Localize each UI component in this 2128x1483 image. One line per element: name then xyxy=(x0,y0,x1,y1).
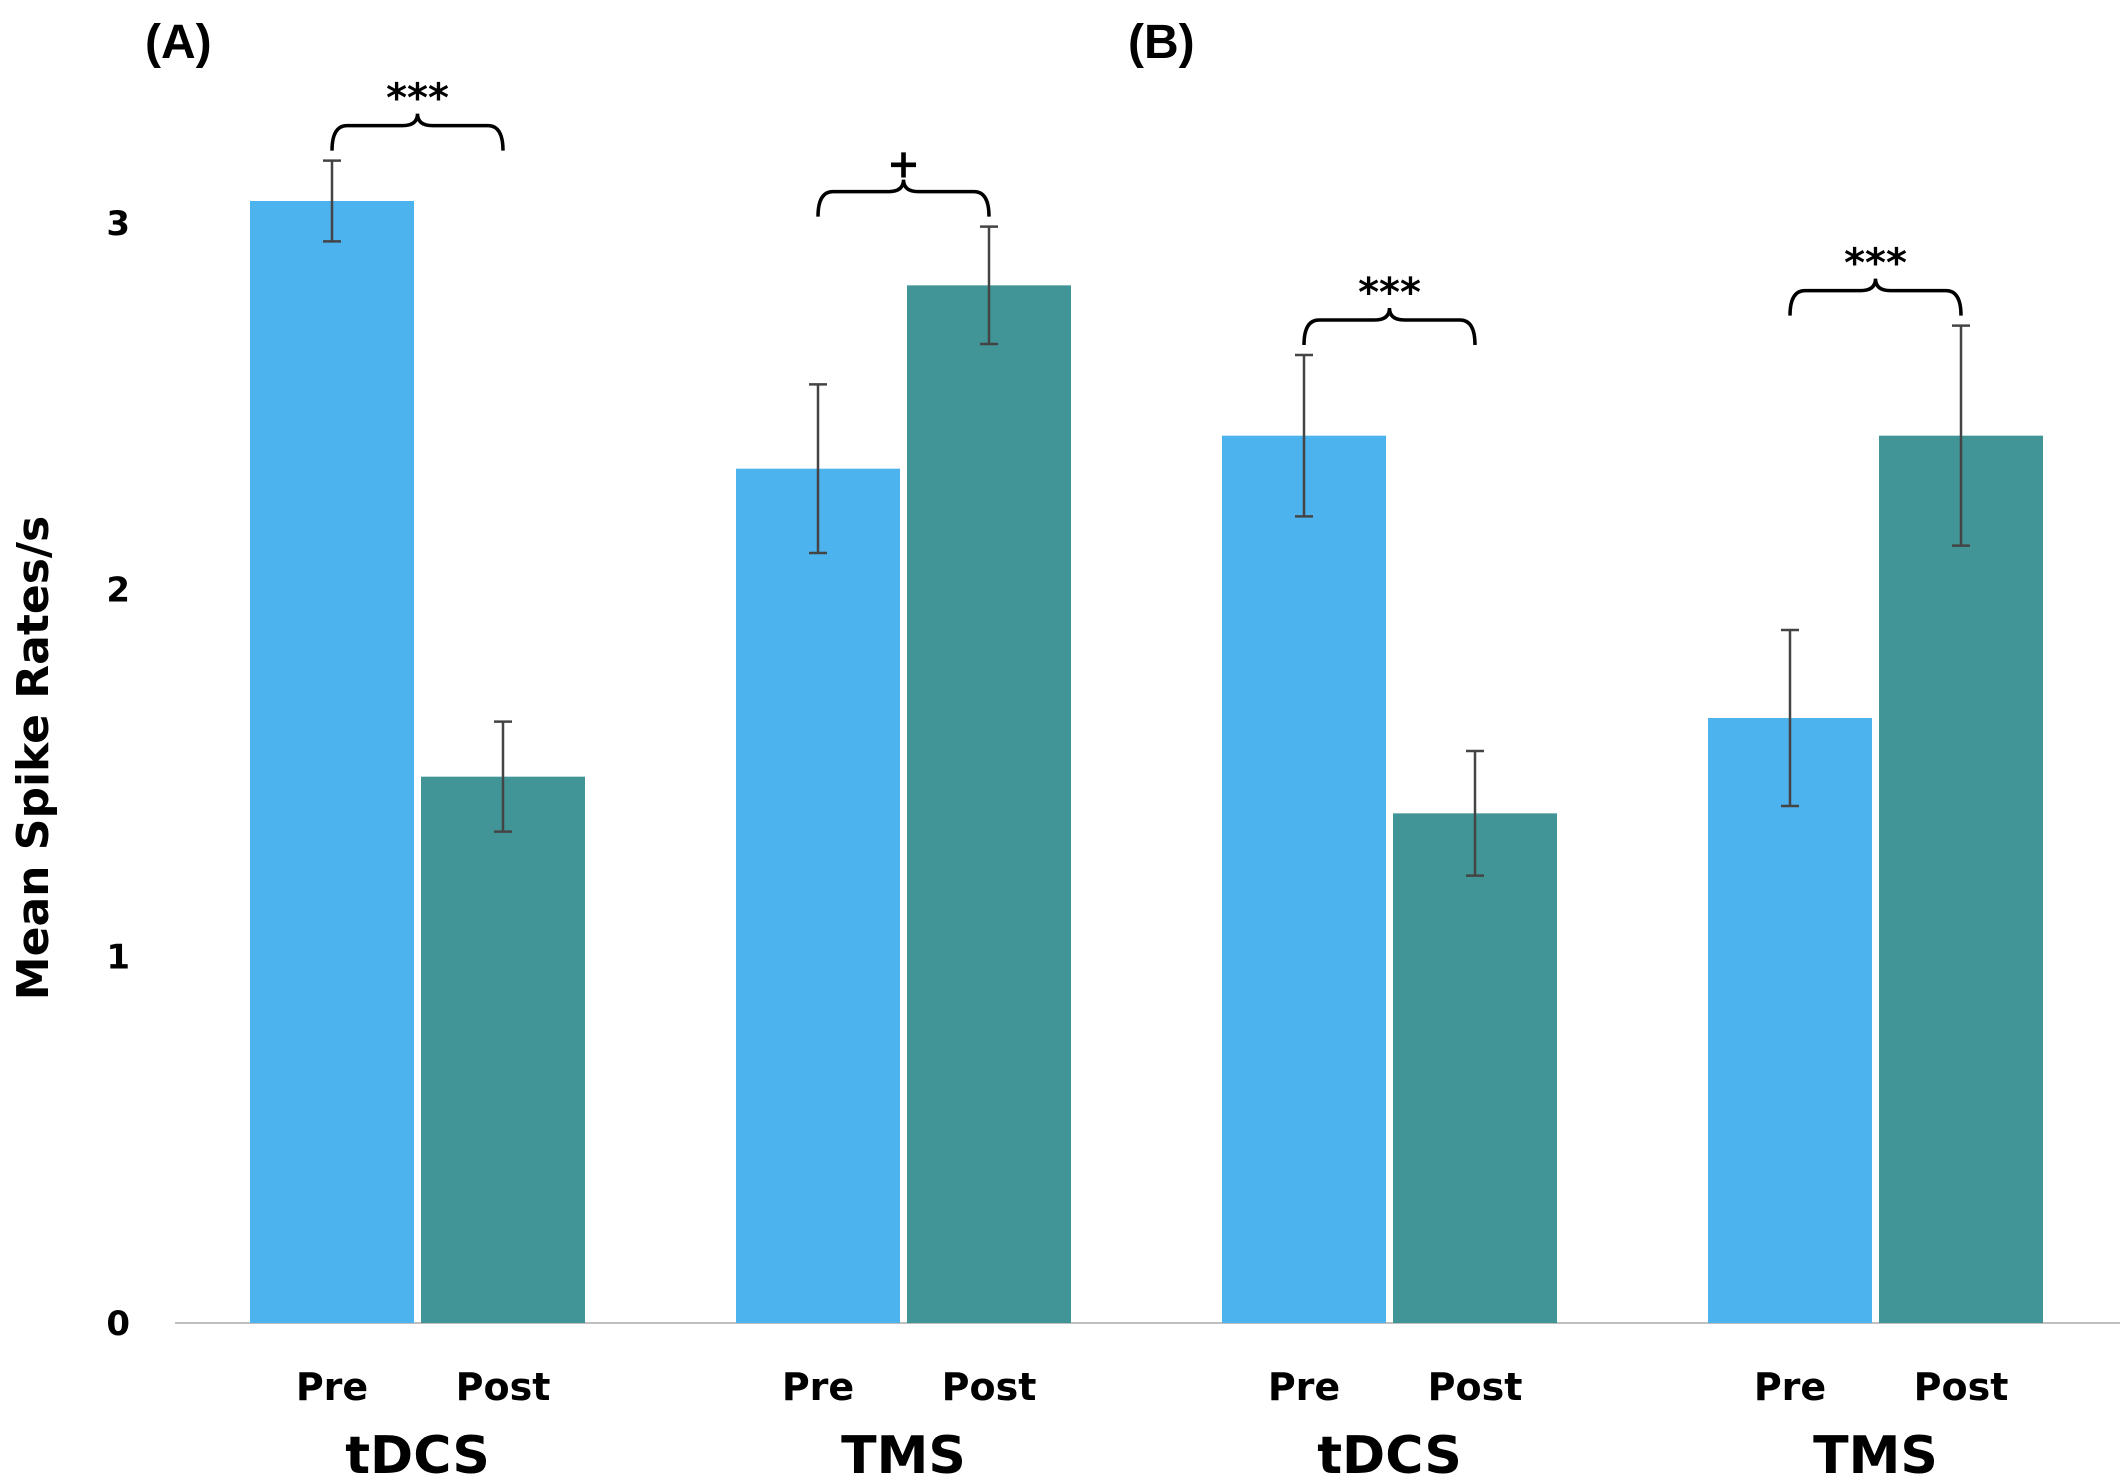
error-bar xyxy=(1952,324,1970,547)
error-bar xyxy=(1466,749,1484,877)
significance-brackets-layer: *** + *** *** xyxy=(330,76,1963,346)
y-axis-title: Mean Spike Rates/s xyxy=(8,516,59,1000)
y-tick-label: 0 xyxy=(106,1304,130,1344)
bars-layer xyxy=(250,201,2043,1324)
x-tick-label: Post xyxy=(1914,1365,2009,1409)
bar-tdcs-pre xyxy=(250,201,414,1323)
x-tick-label: Pre xyxy=(1268,1365,1340,1409)
significance-bracket xyxy=(1302,307,1477,346)
x-tick-label: Pre xyxy=(1754,1365,1826,1409)
y-tick-label: 3 xyxy=(106,204,130,244)
group-label: TMS xyxy=(1813,1426,1938,1483)
significance-marker: *** xyxy=(1358,270,1421,316)
error-bar xyxy=(494,720,512,833)
panel-label-a: (A) xyxy=(145,16,212,69)
bar-tdcs-pre xyxy=(1222,435,1386,1324)
x-tick-label: Pre xyxy=(782,1365,854,1409)
significance-bracket xyxy=(330,113,505,151)
x-tick-label: Post xyxy=(456,1365,551,1409)
error-bar xyxy=(809,383,827,555)
significance-marker: *** xyxy=(1844,241,1907,287)
bar-tms-post xyxy=(1879,435,2043,1324)
group-label: tDCS xyxy=(1317,1426,1462,1483)
x-tick-label: Post xyxy=(1428,1365,1523,1409)
x-tick-label: Pre xyxy=(296,1365,368,1409)
y-tick-label: 2 xyxy=(106,571,130,611)
significance-marker: *** xyxy=(386,76,449,122)
error-bar xyxy=(323,159,341,243)
category-labels-layer: Pre Post tDCS Pre Post TMS Pre Post tDCS Pre Post T… xyxy=(296,1365,2009,1483)
y-tick-label: 1 xyxy=(106,937,130,977)
bar-tms-pre xyxy=(1708,718,1872,1323)
error-bar xyxy=(980,225,998,346)
x-tick-label: Post xyxy=(942,1365,1037,1409)
y-axis-ticks: 0 1 2 3 xyxy=(106,204,130,1344)
bar-tdcs-post xyxy=(1393,813,1557,1323)
error-bars-layer xyxy=(323,159,1970,877)
panel-label-b: (B) xyxy=(1128,16,1195,69)
group-label: TMS xyxy=(841,1426,966,1483)
bar-tms-pre xyxy=(736,468,900,1324)
error-bar xyxy=(1295,353,1313,518)
group-label: tDCS xyxy=(345,1426,490,1483)
bar-tdcs-post xyxy=(421,776,585,1323)
error-bar xyxy=(1781,628,1799,808)
significance-bracket xyxy=(816,179,991,217)
significance-marker: + xyxy=(887,142,921,188)
bar-tms-post xyxy=(907,285,1071,1323)
significance-bracket xyxy=(1788,278,1963,316)
